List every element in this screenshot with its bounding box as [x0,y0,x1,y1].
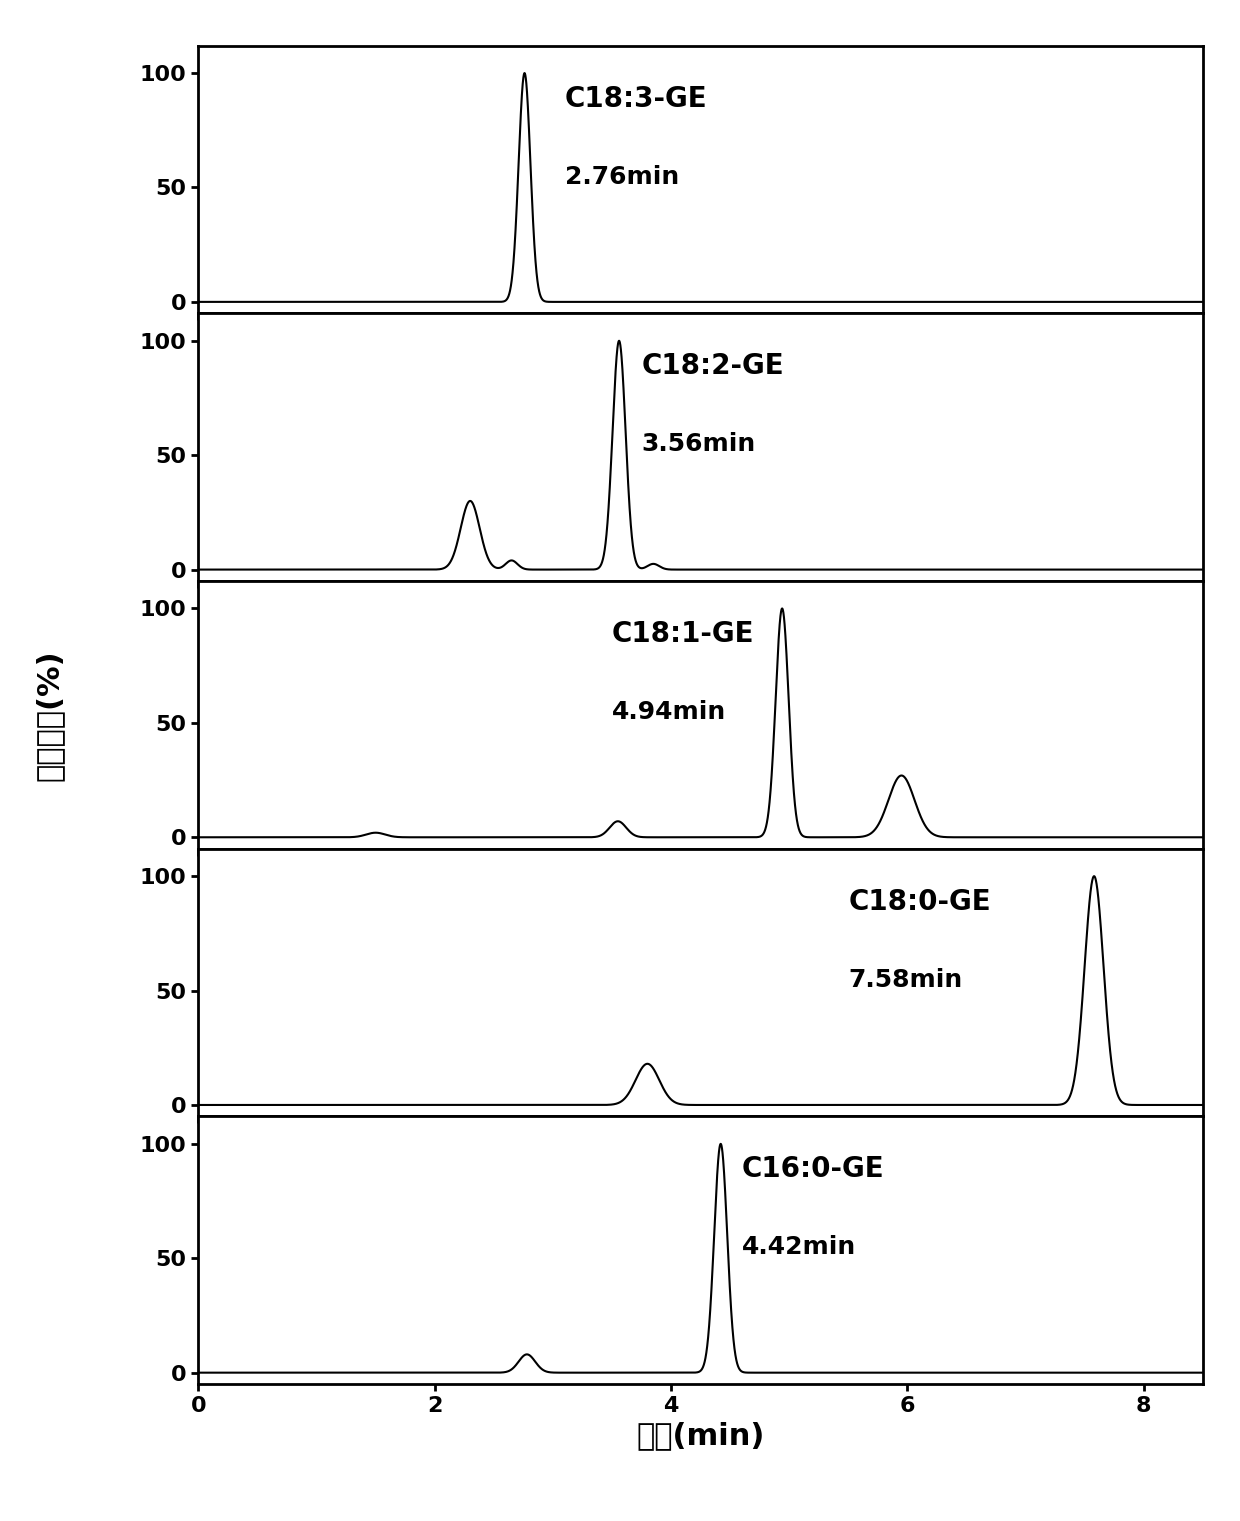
Text: 4.42min: 4.42min [742,1235,856,1259]
Text: C18:1-GE: C18:1-GE [613,621,754,648]
Text: 7.58min: 7.58min [848,967,962,992]
Text: 2.76min: 2.76min [564,164,680,189]
Text: C18:0-GE: C18:0-GE [848,888,991,916]
Text: C18:2-GE: C18:2-GE [641,353,784,380]
Text: 相对丰度(%): 相对丰度(%) [35,649,64,780]
Text: 3.56min: 3.56min [641,432,755,456]
Text: C18:3-GE: C18:3-GE [564,85,707,113]
Text: C16:0-GE: C16:0-GE [742,1156,884,1183]
Text: 4.94min: 4.94min [613,700,727,724]
X-axis label: 时间(min): 时间(min) [636,1422,765,1451]
